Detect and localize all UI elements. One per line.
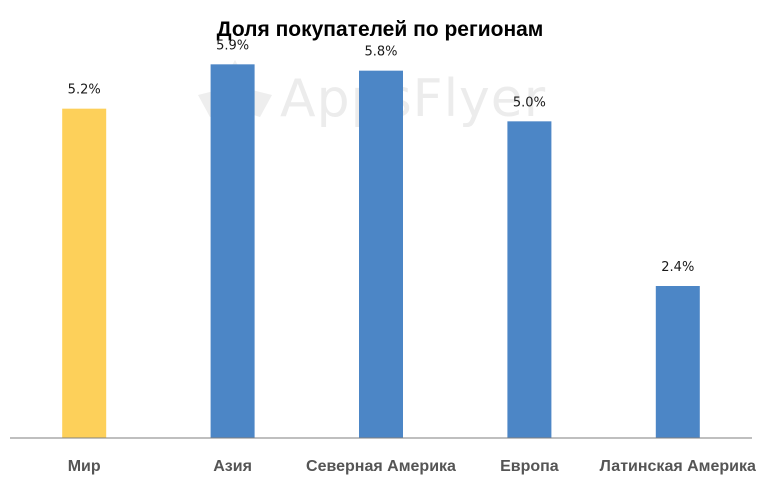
data-label-0: 5.2% [68, 83, 101, 98]
category-labels-group: Мир Азия Северная Америка Европа Латинская А… [68, 458, 756, 475]
category-label-4: Латинская Америка [600, 458, 756, 475]
data-labels-group: 5.2% 5.9% 5.8% 5.0% 2.4% [68, 38, 695, 275]
category-label-3: Европа [500, 458, 559, 475]
category-label-2: Северная Америка [306, 458, 456, 475]
chart-title: Доля покупателей по регионам [216, 18, 544, 41]
category-label-1: Азия [213, 458, 252, 475]
data-label-2: 5.8% [364, 45, 397, 60]
category-label-0: Мир [68, 458, 101, 475]
bar-2 [359, 70, 403, 439]
bar-0 [62, 108, 107, 439]
bars-group [62, 64, 700, 439]
data-label-1: 5.9% [216, 38, 249, 53]
bar-1 [210, 64, 255, 438]
watermark-text: AppsFlyer [280, 69, 547, 129]
bar-4 [655, 286, 700, 438]
data-label-3: 5.0% [513, 95, 546, 110]
data-label-4: 2.4% [661, 260, 694, 275]
bar-3 [507, 121, 552, 438]
